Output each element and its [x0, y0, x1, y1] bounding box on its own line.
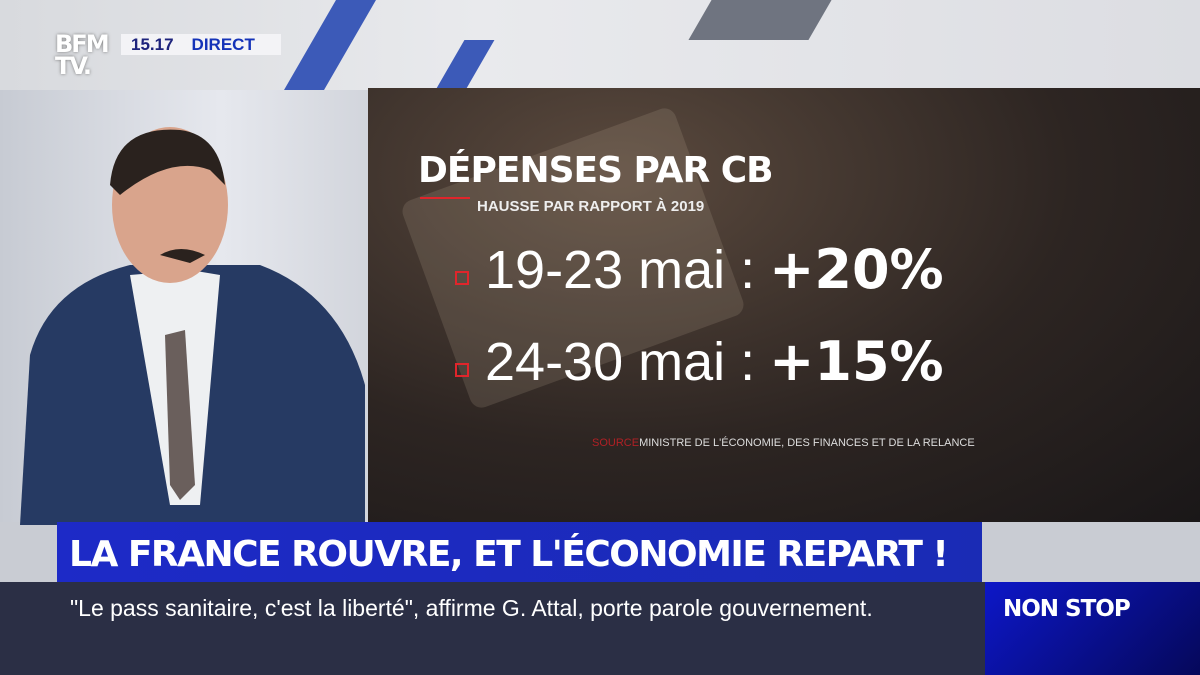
bullet-square-icon [455, 362, 469, 377]
source-note: SOURCEMINISTRE DE L'ÉCONOMIE, DES FINANC… [592, 437, 975, 449]
decor-stripe [284, 0, 376, 90]
stat-value: +20% [769, 238, 944, 301]
news-ticker: "Le pass sanitaire, c'est la liberté", a… [0, 582, 985, 675]
stat-value: +15% [769, 330, 944, 393]
source-text: MINISTRE DE L'ÉCONOMIE, DES FINANCES ET … [639, 437, 975, 449]
decor-stripe [435, 40, 495, 90]
infographic-panel [368, 88, 1200, 522]
decor-stripe [688, 0, 832, 40]
source-label: SOURCE [592, 437, 640, 449]
bullet-square-icon [455, 270, 469, 285]
live-badge: DIRECT [191, 34, 255, 54]
graphic-title: DÉPENSES PAR CB [418, 150, 774, 191]
stat-label: 24-30 mai : [485, 331, 756, 392]
nonstop-label: NON STOP [1003, 596, 1131, 622]
stat-row: 24-30 mai : +15% [455, 330, 944, 393]
accent-line [420, 197, 470, 199]
headline-banner: LA FRANCE ROUVRE, ET L'ÉCONOMIE REPART ! [57, 522, 982, 582]
graphic-subtitle: HAUSSE PAR RAPPORT À 2019 [477, 198, 705, 215]
clock-time: 15.17 [131, 34, 174, 54]
bfmtv-logo: BFM TV. [55, 30, 110, 80]
live-clock: 15.17 DIRECT [121, 34, 281, 55]
presenter [20, 127, 365, 525]
stat-label: 19-23 mai : [485, 239, 756, 300]
nonstop-badge: NON STOP [985, 582, 1200, 675]
stat-row: 19-23 mai : +20% [455, 238, 944, 301]
